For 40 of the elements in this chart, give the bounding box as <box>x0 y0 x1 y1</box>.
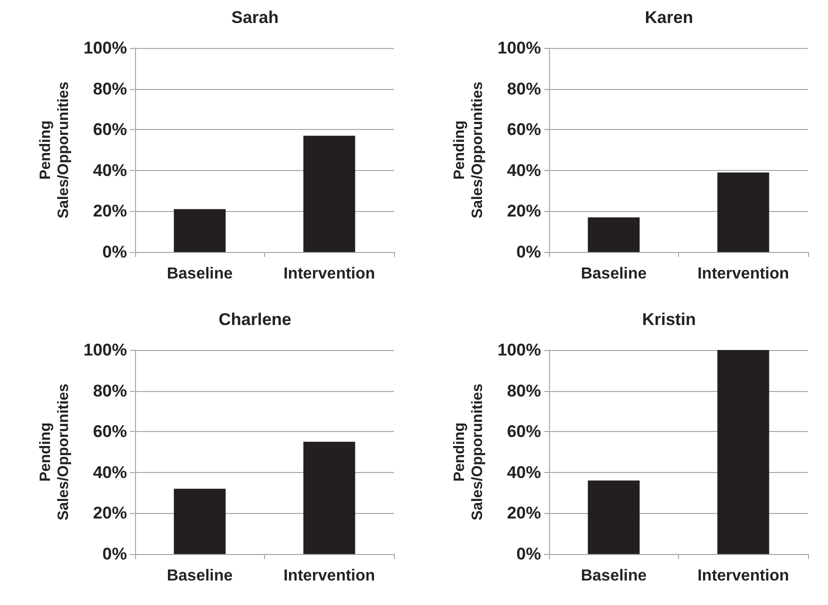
y-tick-label: 0% <box>102 544 127 564</box>
y-tick-label: 20% <box>506 504 541 523</box>
y-tick-label: 40% <box>92 462 127 482</box>
y-tick-label: 0% <box>516 544 541 564</box>
y-tick-label: 20% <box>92 504 127 523</box>
y-tick-label: 60% <box>92 120 127 140</box>
y-tick-label: 80% <box>92 79 127 98</box>
y-tick-label: 20% <box>506 202 541 221</box>
y-tick-label: 40% <box>92 160 127 180</box>
y-tick-label: 100% <box>84 340 127 360</box>
x-tick-label: Baseline <box>166 568 233 584</box>
y-tick-label: 40% <box>506 160 541 180</box>
y-axis-title: Pending Sales/Opporunities <box>37 384 72 520</box>
x-tick-label: Baseline <box>580 266 647 282</box>
chart-title: Sarah <box>231 8 279 27</box>
y-axis-title: Pending Sales/Opporunities <box>37 82 72 218</box>
chart-title: Charlene <box>218 310 292 329</box>
chart-title: Karen <box>644 8 694 27</box>
y-axis-title: Pending Sales/Opporunities <box>451 384 486 520</box>
x-tick-label: Baseline <box>166 266 233 282</box>
y-tick-label: 0% <box>102 242 127 262</box>
y-tick-label: 80% <box>92 381 127 400</box>
x-tick-label: Baseline <box>580 568 647 584</box>
y-tick-label: 80% <box>506 381 541 400</box>
x-tick-label: Intervention <box>283 266 376 282</box>
x-tick-label: Intervention <box>697 568 790 584</box>
x-tick-label: Intervention <box>697 266 790 282</box>
y-tick-label: 100% <box>498 38 541 58</box>
y-tick-label: 100% <box>498 340 541 360</box>
y-tick-label: 40% <box>506 462 541 482</box>
y-tick-label: 100% <box>84 38 127 58</box>
y-tick-label: 60% <box>506 422 541 442</box>
y-tick-label: 0% <box>516 242 541 262</box>
y-tick-label: 60% <box>92 422 127 442</box>
x-tick-label: Intervention <box>283 568 376 584</box>
y-tick-label: 80% <box>506 79 541 98</box>
y-tick-label: 60% <box>506 120 541 140</box>
y-tick-label: 20% <box>92 202 127 221</box>
y-axis-title: Pending Sales/Opporunities <box>451 82 486 218</box>
chart-title: Kristin <box>642 310 696 329</box>
